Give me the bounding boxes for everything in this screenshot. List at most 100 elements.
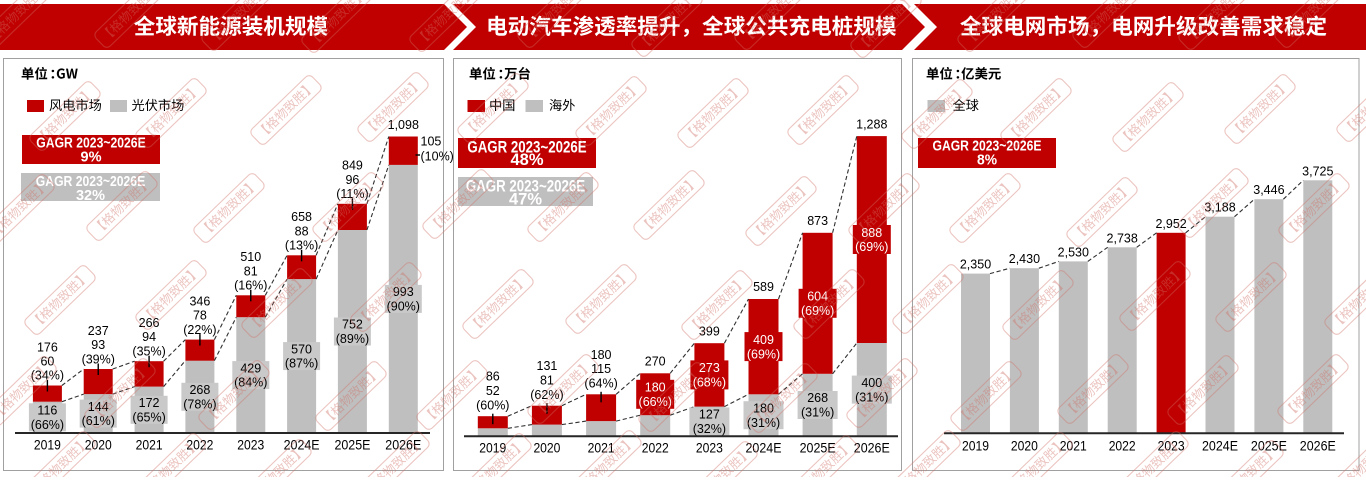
svg-text:2020: 2020	[533, 439, 560, 455]
svg-text:2026E: 2026E	[1300, 438, 1336, 454]
svg-text:3,725: 3,725	[1302, 164, 1333, 178]
svg-text:(32%): (32%)	[693, 422, 726, 436]
svg-text:81: 81	[540, 374, 554, 388]
svg-text:(60%): (60%)	[476, 399, 509, 413]
svg-text:48%: 48%	[511, 151, 545, 169]
svg-text:(10%): (10%)	[421, 149, 454, 163]
svg-text:2022: 2022	[642, 439, 669, 455]
svg-text:(87%): (87%)	[285, 357, 318, 371]
svg-text:2023: 2023	[237, 437, 264, 453]
svg-text:2022: 2022	[186, 437, 213, 453]
svg-text:(13%): (13%)	[285, 239, 318, 253]
svg-text:32%: 32%	[76, 187, 105, 204]
svg-text:399: 399	[699, 324, 720, 338]
svg-text:266: 266	[139, 316, 160, 330]
svg-text:604: 604	[807, 290, 828, 304]
svg-text:873: 873	[807, 214, 828, 228]
svg-text:(90%): (90%)	[387, 300, 420, 314]
svg-text:9%: 9%	[81, 149, 102, 166]
svg-text:3,446: 3,446	[1253, 183, 1284, 197]
svg-text:2019: 2019	[34, 437, 61, 453]
svg-text:2,738: 2,738	[1107, 231, 1138, 245]
svg-text:81: 81	[244, 264, 258, 278]
svg-text:1,098: 1,098	[388, 118, 419, 132]
svg-text:510: 510	[240, 250, 261, 264]
svg-text:273: 273	[699, 361, 720, 375]
svg-text:94: 94	[142, 330, 156, 344]
svg-text:105: 105	[421, 134, 442, 148]
svg-text:2026E: 2026E	[854, 439, 890, 455]
svg-text:47%: 47%	[509, 191, 543, 209]
svg-text:570: 570	[291, 342, 312, 356]
svg-text:268: 268	[189, 383, 210, 397]
svg-text:GAGR 2023~2026E: GAGR 2023~2026E	[466, 178, 585, 196]
svg-text:131: 131	[537, 359, 558, 373]
svg-text:2,350: 2,350	[960, 258, 991, 272]
svg-text:589: 589	[753, 280, 774, 294]
svg-text:(84%): (84%)	[234, 376, 267, 390]
svg-text:888: 888	[861, 226, 882, 240]
svg-text:2025E: 2025E	[1251, 438, 1287, 454]
svg-text:2022: 2022	[1109, 438, 1136, 454]
svg-text:2024E: 2024E	[284, 437, 320, 453]
svg-text:8%: 8%	[977, 152, 997, 168]
svg-text:180: 180	[645, 381, 666, 395]
svg-text:2025E: 2025E	[334, 437, 370, 453]
svg-text:2020: 2020	[85, 437, 112, 453]
svg-text:270: 270	[645, 355, 666, 369]
svg-text:116: 116	[37, 404, 57, 418]
svg-text:176: 176	[37, 340, 58, 354]
svg-text:268: 268	[807, 391, 828, 405]
svg-text:(64%): (64%)	[584, 377, 617, 391]
svg-text:60: 60	[40, 355, 54, 369]
svg-text:(16%): (16%)	[234, 279, 267, 293]
svg-text:2025E: 2025E	[800, 439, 836, 455]
svg-text:2023: 2023	[696, 439, 723, 455]
svg-text:1,288: 1,288	[856, 117, 887, 131]
svg-text:(89%): (89%)	[336, 332, 369, 346]
svg-text:(78%): (78%)	[183, 397, 216, 411]
svg-text:237: 237	[88, 324, 109, 338]
svg-text:115: 115	[591, 362, 611, 376]
svg-text:849: 849	[342, 159, 363, 173]
svg-text:(22%): (22%)	[183, 323, 216, 337]
svg-text:409: 409	[753, 333, 774, 347]
svg-text:2020: 2020	[1011, 438, 1038, 454]
svg-text:(39%): (39%)	[82, 352, 115, 366]
svg-text:(31%): (31%)	[801, 406, 834, 420]
svg-text:2026E: 2026E	[385, 437, 421, 453]
svg-text:GAGR 2023~2026E: GAGR 2023~2026E	[933, 139, 1042, 155]
svg-text:400: 400	[861, 376, 882, 390]
svg-text:172: 172	[139, 396, 160, 410]
svg-text:2024E: 2024E	[746, 439, 782, 455]
svg-text:88: 88	[295, 224, 309, 238]
svg-text:52: 52	[486, 384, 500, 398]
svg-text:86: 86	[486, 370, 500, 384]
svg-text:180: 180	[591, 348, 612, 362]
svg-text:2,430: 2,430	[1009, 252, 1040, 266]
svg-text:2,530: 2,530	[1058, 245, 1089, 259]
svg-text:(68%): (68%)	[693, 376, 726, 390]
svg-text:2021: 2021	[136, 437, 163, 453]
svg-text:GAGR 2023~2026E: GAGR 2023~2026E	[36, 134, 145, 151]
svg-text:(31%): (31%)	[855, 390, 888, 404]
svg-text:346: 346	[189, 294, 210, 308]
svg-text:127: 127	[699, 408, 720, 422]
svg-text:96: 96	[345, 173, 359, 187]
svg-text:(66%): (66%)	[31, 418, 64, 432]
svg-text:GAGR 2023~2026E: GAGR 2023~2026E	[467, 138, 586, 156]
svg-text:2021: 2021	[588, 439, 615, 455]
svg-text:(65%): (65%)	[132, 410, 165, 424]
svg-text:(61%): (61%)	[82, 414, 115, 428]
svg-text:(31%): (31%)	[747, 416, 780, 430]
svg-text:(69%): (69%)	[747, 347, 780, 361]
svg-text:78: 78	[193, 309, 207, 323]
svg-text:GAGR 2023~2026E: GAGR 2023~2026E	[36, 173, 145, 190]
svg-text:658: 658	[291, 210, 312, 224]
svg-text:(35%): (35%)	[132, 344, 165, 358]
svg-text:2019: 2019	[962, 438, 989, 454]
svg-text:93: 93	[91, 338, 105, 352]
svg-text:(69%): (69%)	[855, 240, 888, 254]
svg-text:429: 429	[240, 361, 261, 375]
svg-text:2021: 2021	[1060, 438, 1087, 454]
